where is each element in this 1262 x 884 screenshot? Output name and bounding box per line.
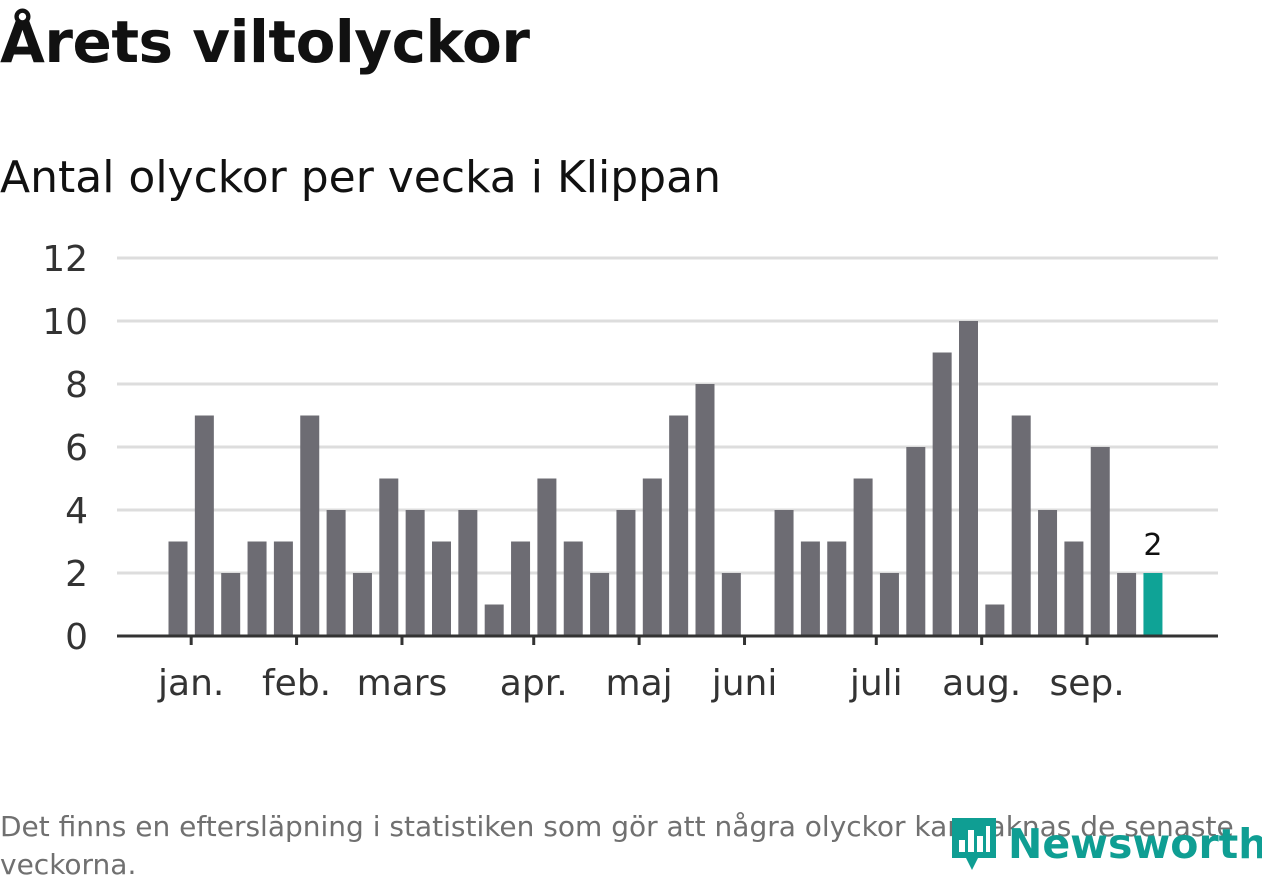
newsworthy-logo-icon [952, 818, 996, 870]
y-tick-label: 8 [65, 365, 88, 406]
y-tick-label: 4 [65, 491, 88, 532]
chart-subtitle: Antal olyckor per vecka i Klippan [0, 152, 721, 203]
x-tick-label: jan. [157, 663, 224, 704]
bar [484, 604, 504, 636]
bar [906, 447, 926, 636]
bar [379, 478, 399, 636]
bar [616, 510, 636, 636]
bar [695, 384, 715, 636]
bar [405, 510, 425, 636]
bar [985, 604, 1005, 636]
bar [774, 510, 794, 636]
y-tick-label: 6 [65, 428, 88, 469]
x-tick-label: juli [849, 663, 903, 704]
bar [563, 541, 583, 636]
bar [721, 573, 741, 636]
bar [458, 510, 478, 636]
bar [800, 541, 820, 636]
bar [642, 478, 662, 636]
bar [959, 321, 978, 636]
x-tick-label: juni [711, 663, 778, 704]
bars: 2 [168, 321, 1163, 636]
bar [1011, 415, 1031, 636]
bar [590, 573, 610, 636]
footnote: Det finns en eftersläpning i statistiken… [0, 810, 1234, 881]
bar [537, 478, 557, 636]
y-axis-ticks: 0 2 4 6 8 10 12 [42, 239, 88, 658]
bar [194, 415, 214, 636]
y-tick-label: 12 [42, 239, 88, 280]
y-tick-label: 2 [65, 554, 88, 595]
bar [932, 352, 952, 636]
bar [1064, 541, 1084, 636]
bar [352, 573, 372, 636]
bar [326, 510, 346, 636]
x-tick-label: maj [606, 663, 673, 704]
bar [827, 541, 847, 636]
newsworthy-logo: Newsworthy [948, 814, 1262, 874]
x-tick-label: mars [357, 663, 448, 704]
bar [168, 541, 188, 636]
y-tick-label: 0 [65, 617, 88, 658]
bar-highlight [1143, 573, 1163, 636]
x-tick-label: feb. [262, 663, 331, 704]
bar [511, 541, 531, 636]
bar-value-label: 2 [1143, 528, 1162, 563]
bar [1117, 573, 1137, 636]
bar [1090, 447, 1110, 636]
bar [432, 541, 451, 636]
bar [853, 478, 873, 636]
bar [1038, 510, 1058, 636]
chart-title: Årets viltolyckor [0, 8, 530, 76]
newsworthy-logo-text: Newsworthy [1008, 820, 1262, 868]
y-tick-label: 10 [42, 302, 88, 343]
bar [300, 415, 320, 636]
bar [879, 573, 899, 636]
x-axis-ticks: jan. feb. mars apr. maj juni juli aug. sep. [157, 636, 1125, 704]
bar [273, 541, 293, 636]
x-tick-label: apr. [500, 663, 568, 704]
x-tick-label: sep. [1049, 663, 1124, 704]
x-tick-label: aug. [942, 663, 1021, 704]
bar [669, 415, 689, 636]
bar [221, 573, 241, 636]
bar-chart: 0 2 4 6 8 10 12 2 jan. feb. mars apr. maj juni juli a… [42, 239, 1218, 704]
bar [247, 541, 267, 636]
